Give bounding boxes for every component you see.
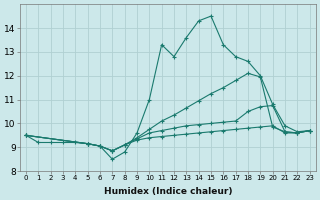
X-axis label: Humidex (Indice chaleur): Humidex (Indice chaleur) (104, 187, 232, 196)
